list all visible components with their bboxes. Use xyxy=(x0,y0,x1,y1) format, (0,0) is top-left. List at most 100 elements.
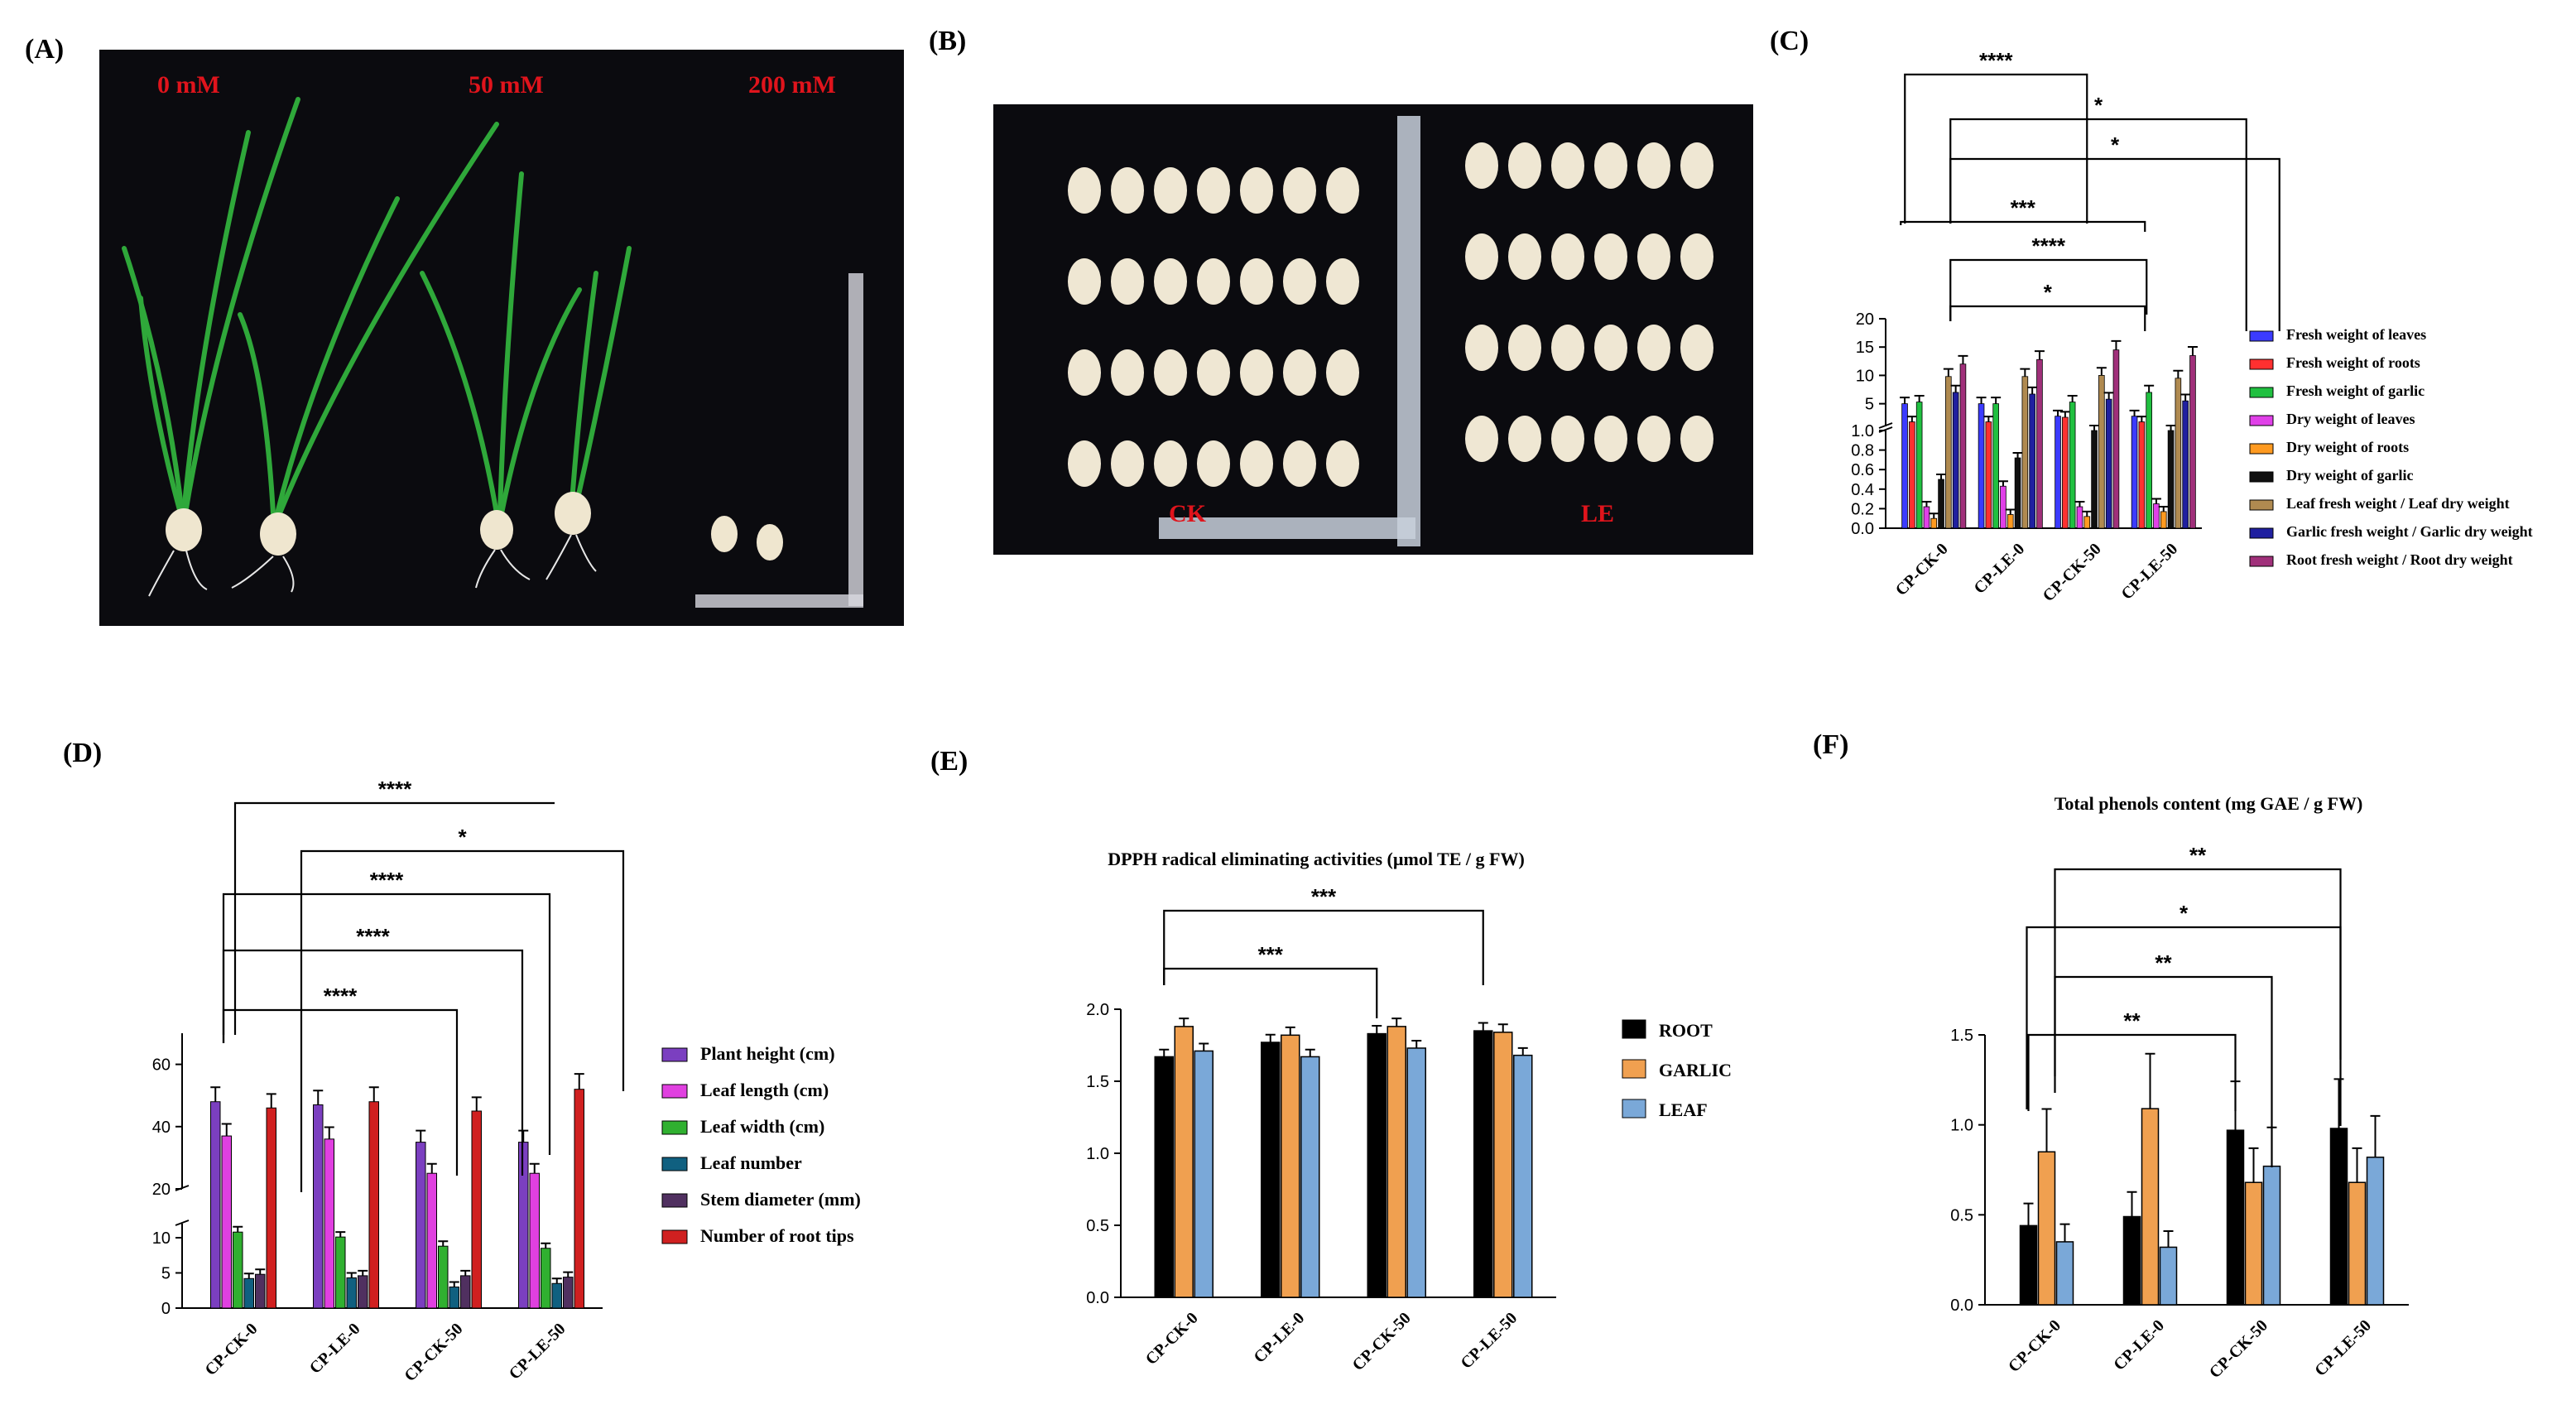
bar-garlic-cp-ck-50 xyxy=(2244,1181,2263,1306)
bar-number-of-root-tips-cp-le-0 xyxy=(368,1101,379,1309)
significance-bracket xyxy=(1163,967,1378,1018)
legend-label: Leaf number xyxy=(700,1152,802,1173)
bar-garlic-cp-le-0 xyxy=(2141,1108,2160,1306)
error-bar xyxy=(1517,1046,1528,1056)
chart-f: 0.0 0.5 1.0 1.5 CP-CK-0 CP-LE-0 CP-CK-50 CP-LE-… xyxy=(1950,793,2409,1382)
photo-b-label-le: LE xyxy=(1581,500,1614,527)
bar-fresh-weight-of-garlic-cp-ck-50 xyxy=(2069,402,2076,529)
error-bar xyxy=(1914,394,1925,402)
significance-bracket xyxy=(1163,909,1484,985)
error-bar xyxy=(2165,425,2176,431)
y-tick-label: 1.5 xyxy=(1950,1027,1973,1045)
bar-dry-weight-of-leaves-cp-le-0 xyxy=(2000,485,2006,529)
bar-dry-weight-of-garlic-cp-le-50 xyxy=(2167,430,2175,529)
bar-number-of-root-tips-cp-ck-0 xyxy=(266,1107,276,1309)
legend-label: ROOT xyxy=(1659,1020,1713,1041)
bar-root-cp-ck-0 xyxy=(1154,1056,1174,1298)
bar-fresh-weight-of-roots-cp-le-0 xyxy=(1985,421,1992,529)
y-tick-label: 20 xyxy=(1856,310,1874,329)
photo-b-label-ck: CK xyxy=(1169,500,1207,527)
photo-a-garlic-seedlings: 0 mM 50 mM 200 mM xyxy=(99,50,904,626)
error-bar xyxy=(346,1272,357,1278)
y-tick-label: 5 xyxy=(1865,396,1874,414)
legend-swatch xyxy=(661,1120,688,1135)
error-bar xyxy=(1900,397,1910,404)
error-bar xyxy=(1991,397,2002,404)
x-tick-label-cp-ck-50: CP-CK-50 xyxy=(2206,1316,2271,1382)
x-tick-label-cp-le-0: CP-LE-0 xyxy=(1251,1309,1309,1367)
bar-root-cp-ck-50 xyxy=(2226,1129,2245,1306)
significance-stars: *** xyxy=(2011,195,2036,220)
x-tick-label-cp-le-50: CP-LE-50 xyxy=(2311,1316,2375,1380)
significance-stars: ** xyxy=(2155,950,2172,975)
bar-garlic-cp-le-50 xyxy=(2348,1181,2367,1306)
error-bar xyxy=(541,1242,551,1248)
error-bar xyxy=(2248,1147,2259,1183)
bar-fresh-weight-of-roots-cp-ck-0 xyxy=(1909,421,1915,529)
error-bar xyxy=(551,1277,562,1284)
y-tick-label: 10 xyxy=(152,1229,171,1248)
significance-bracket xyxy=(2054,868,2342,1076)
error-bar xyxy=(1265,1033,1276,1043)
error-bar xyxy=(335,1231,346,1238)
y-tick-label: 0.2 xyxy=(1851,500,1874,518)
error-bar xyxy=(2053,409,2064,416)
bar-leaf-cp-ck-50 xyxy=(1406,1047,1426,1298)
x-tick-label-cp-ck-0: CP-CK-0 xyxy=(1142,1309,1202,1369)
error-bar xyxy=(2067,394,2078,402)
significance-stars: **** xyxy=(324,984,358,1008)
legend-label: Stem diameter (mm) xyxy=(700,1189,861,1210)
legend-swatch xyxy=(1622,1019,1646,1039)
bar-leaf-width-cm--cp-ck-50 xyxy=(438,1245,449,1309)
bar-fresh-weight-of-garlic-cp-le-50 xyxy=(2146,392,2152,529)
y-tick-label: 10 xyxy=(1856,367,1874,385)
bar-leaf-length-cm--cp-le-0 xyxy=(324,1138,334,1309)
significance-stars: * xyxy=(2044,280,2053,305)
bar-leaf-fresh-weight-leaf-dry-weight-cp-le-0 xyxy=(2021,376,2029,529)
significance-stars: **** xyxy=(2032,233,2066,258)
bar-garlic-cp-ck-0 xyxy=(1174,1026,1194,1298)
significance-stars: ** xyxy=(2189,843,2207,868)
chart-e: 0.0 0.5 1.0 1.5 2.0 CP-CK-0 CP-LE-0 CP-CK-50 CP-… xyxy=(1086,849,1732,1374)
error-bar xyxy=(210,1086,221,1102)
legend-label: LEAF xyxy=(1659,1099,1708,1120)
bar-garlic-fresh-weight-garlic-dry-weight-cp-le-50 xyxy=(2182,400,2189,529)
bar-garlic-cp-le-50 xyxy=(1493,1032,1513,1298)
legend-swatch xyxy=(1622,1099,1646,1119)
panel-label-f: (F) xyxy=(1813,729,1848,760)
panel-label-c: (C) xyxy=(1770,26,1809,56)
significance-stars: **** xyxy=(1979,48,2013,73)
bar-leaf-cp-ck-0 xyxy=(1194,1050,1214,1298)
panel-label-d: (D) xyxy=(63,738,102,768)
x-tick-label-cp-ck-50: CP-CK-50 xyxy=(401,1320,466,1385)
error-bar xyxy=(368,1086,379,1102)
bar-leaf-width-cm--cp-le-50 xyxy=(541,1248,551,1309)
legend-swatch xyxy=(661,1084,688,1099)
bar-root-fresh-weight-root-dry-weight-cp-le-50 xyxy=(2189,355,2196,529)
bar-leaf-length-cm--cp-ck-0 xyxy=(221,1135,232,1309)
error-bar xyxy=(2144,384,2155,392)
significance-bracket xyxy=(1949,305,2146,331)
error-bar xyxy=(233,1225,243,1233)
chart-title: DPPH radical eliminating activities (µmo… xyxy=(1108,849,1525,869)
legend-label: Dry weight of leaves xyxy=(2286,411,2415,427)
y-tick-label: 1.0 xyxy=(1851,422,1874,440)
error-bar xyxy=(2145,1052,2155,1109)
error-bar xyxy=(2023,1202,2034,1226)
bar-garlic-cp-le-0 xyxy=(1281,1034,1300,1298)
error-bar xyxy=(2059,1223,2070,1242)
y-tick-label: 15 xyxy=(1856,339,1874,357)
error-bar xyxy=(426,1162,437,1174)
significance-bracket xyxy=(1900,220,2146,232)
x-tick-label-cp-ck-0: CP-CK-0 xyxy=(1892,540,1952,599)
x-tick-label-cp-le-50: CP-LE-50 xyxy=(2117,540,2181,604)
bar-dry-weight-of-garlic-cp-ck-0 xyxy=(1938,479,1944,529)
error-bar xyxy=(1179,1017,1189,1027)
error-bar xyxy=(2103,392,2114,400)
y-tick-label: 0.6 xyxy=(1851,461,1874,479)
significance-bracket xyxy=(300,849,625,1192)
bar-leaf-fresh-weight-leaf-dry-weight-cp-le-50 xyxy=(2175,378,2182,529)
bar-leaf-width-cm--cp-ck-0 xyxy=(233,1231,243,1309)
y-tick-label: 20 xyxy=(152,1181,171,1199)
